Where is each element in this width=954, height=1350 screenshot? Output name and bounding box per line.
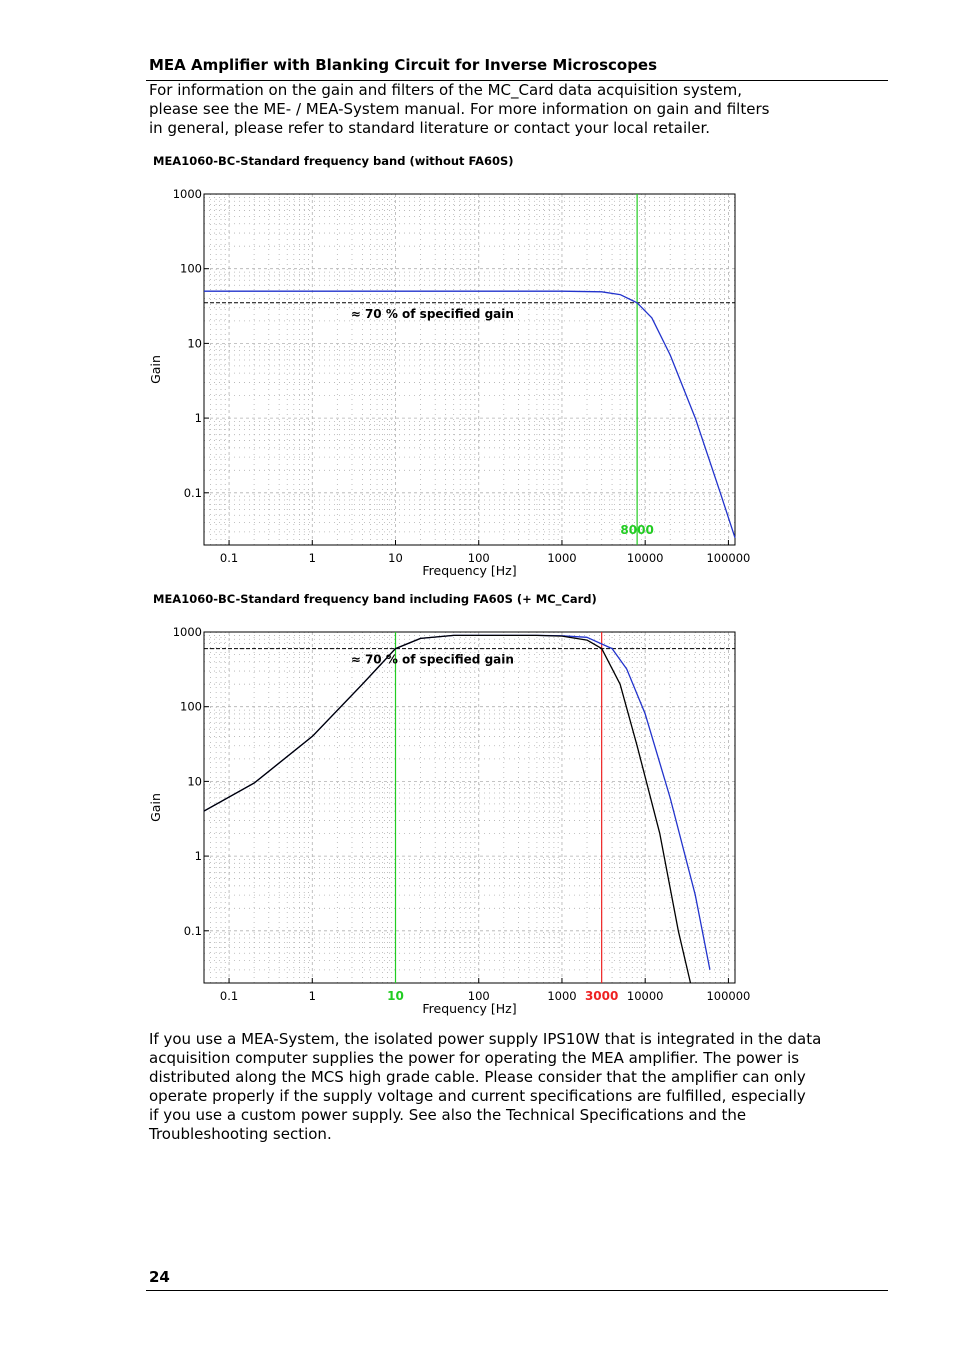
page-number: 24 <box>149 1268 170 1286</box>
x-tick-label: 100 <box>468 989 490 1003</box>
x-tick-label: 100000 <box>706 551 750 565</box>
intro-line: please see the ME- / MEA-System manual. … <box>149 100 770 118</box>
series-line <box>204 290 736 539</box>
plot-frame <box>203 193 736 546</box>
x-tick-label: 10 <box>388 551 403 565</box>
marker-label: 3000 <box>585 989 618 1003</box>
x-tick-label: 10000 <box>627 551 664 565</box>
frequency-chart-without-fa60s: 0.1 1 10 100 1000 10000 100000 1000 100 10 1 0.1 Fre… <box>148 187 750 578</box>
y-tick-label: 1000 <box>173 187 202 201</box>
y-axis-label: Gain <box>148 793 163 822</box>
frequency-chart-with-fa60s: 0.1 1 10 100 1000 10000 100000 1000 100 10 1 0.1 Fre… <box>148 625 750 1016</box>
outro-line: if you use a custom power supply. See al… <box>149 1106 747 1124</box>
outro-line: distributed along the MCS high grade cab… <box>149 1068 806 1086</box>
series-line <box>203 634 711 970</box>
x-axis-label: Frequency [Hz] <box>422 563 516 578</box>
y-tick-label: 100 <box>180 700 202 714</box>
intro-line: For information on the gain and filters … <box>149 81 743 99</box>
footer-rule <box>146 1290 888 1291</box>
y-tick-label: 10 <box>187 336 202 350</box>
chart1-title: MEA1060-BC-Standard frequency band (with… <box>153 154 514 168</box>
marker-label: 10 <box>387 989 404 1003</box>
x-tick-label: 100 <box>468 551 490 565</box>
reference-label: ≈ 70 % of specified gain <box>351 307 514 321</box>
intro-line: in general, please refer to standard lit… <box>149 119 711 137</box>
x-tick-label: 1 <box>309 551 316 565</box>
x-tick-label: 10000 <box>627 989 664 1003</box>
y-tick-label: 0.1 <box>184 924 202 938</box>
x-tick-label: 0.1 <box>220 989 238 1003</box>
header-rule <box>146 80 888 81</box>
y-tick-label: 1 <box>195 411 202 425</box>
x-tick-label: 1000 <box>547 989 576 1003</box>
y-tick-label: 1 <box>195 849 202 863</box>
y-tick-label: 10 <box>187 774 202 788</box>
x-tick-label: 0.1 <box>220 551 238 565</box>
y-tick-label: 1000 <box>173 625 202 639</box>
outro-line: operate properly if the supply voltage a… <box>149 1087 806 1105</box>
x-axis-label: Frequency [Hz] <box>422 1001 516 1016</box>
outro-line: If you use a MEA-System, the isolated po… <box>149 1030 822 1048</box>
running-header-title: MEA Amplifier with Blanking Circuit for … <box>149 56 658 74</box>
series-line <box>203 634 692 984</box>
chart2-title: MEA1060-BC-Standard frequency band inclu… <box>153 592 597 606</box>
marker-label-bg <box>585 988 618 1003</box>
y-tick-label: 100 <box>180 262 202 276</box>
intro-paragraph: For information on the gain and filters … <box>149 81 769 138</box>
marker-label-bg <box>379 988 412 1003</box>
outro-line: acquisition computer supplies the power … <box>149 1049 800 1067</box>
y-tick-label: 0.1 <box>184 486 202 500</box>
x-tick-label: 1000 <box>547 551 576 565</box>
x-tick-label: 100000 <box>706 989 750 1003</box>
y-axis-label: Gain <box>148 355 163 384</box>
power-supply-paragraph: If you use a MEA-System, the isolated po… <box>149 1030 821 1144</box>
x-tick-label: 1 <box>309 989 316 1003</box>
outro-line: Troubleshooting section. <box>149 1125 332 1143</box>
plot-frame <box>203 631 736 984</box>
reference-label: ≈ 70 % of specified gain <box>351 653 514 667</box>
marker-label: 8000 <box>620 523 653 537</box>
